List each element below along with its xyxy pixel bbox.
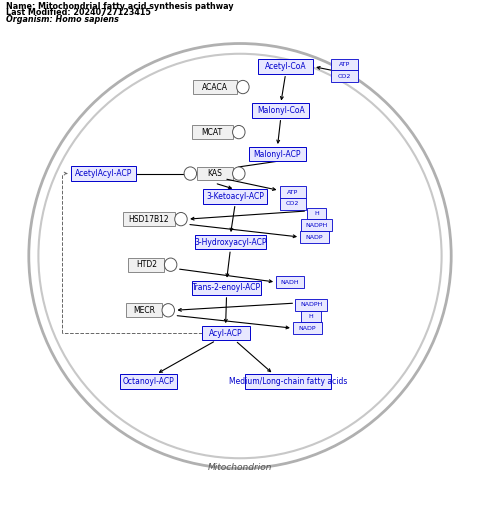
FancyBboxPatch shape xyxy=(249,147,306,161)
Text: Mitochondrion: Mitochondrion xyxy=(208,463,272,473)
Circle shape xyxy=(184,167,197,180)
Circle shape xyxy=(232,125,245,139)
Text: NADP: NADP xyxy=(306,234,323,240)
FancyBboxPatch shape xyxy=(192,281,261,295)
FancyBboxPatch shape xyxy=(120,374,177,389)
Text: H: H xyxy=(309,314,313,319)
Text: Trans-2-enoyl-ACP: Trans-2-enoyl-ACP xyxy=(192,283,261,292)
Text: Medium/Long-chain fatty acids: Medium/Long-chain fatty acids xyxy=(229,377,347,386)
Text: Last Modified: 20240727123415: Last Modified: 20240727123415 xyxy=(6,8,151,17)
FancyBboxPatch shape xyxy=(195,235,266,249)
FancyBboxPatch shape xyxy=(300,231,329,243)
FancyBboxPatch shape xyxy=(202,326,250,340)
FancyBboxPatch shape xyxy=(123,212,175,226)
FancyBboxPatch shape xyxy=(192,125,233,139)
Text: AcetylAcyl-ACP: AcetylAcyl-ACP xyxy=(74,169,132,178)
Text: H: H xyxy=(314,211,319,216)
FancyBboxPatch shape xyxy=(279,198,306,210)
Text: Name: Mitochondrial fatty acid synthesis pathway: Name: Mitochondrial fatty acid synthesis… xyxy=(6,2,233,11)
Text: CO2: CO2 xyxy=(286,201,300,206)
Circle shape xyxy=(162,304,175,317)
Circle shape xyxy=(237,80,249,94)
Text: 3-Ketoacyl-ACP: 3-Ketoacyl-ACP xyxy=(206,192,264,201)
Text: ATP: ATP xyxy=(287,189,299,195)
Text: CO2: CO2 xyxy=(338,74,351,79)
FancyBboxPatch shape xyxy=(295,298,327,310)
FancyBboxPatch shape xyxy=(331,70,358,82)
Text: NADP: NADP xyxy=(299,326,316,331)
FancyBboxPatch shape xyxy=(276,276,304,288)
FancyBboxPatch shape xyxy=(245,374,331,389)
FancyBboxPatch shape xyxy=(331,58,358,70)
Text: Malonyl-CoA: Malonyl-CoA xyxy=(257,106,305,115)
Text: 3-Hydroxyacyl-ACP: 3-Hydroxyacyl-ACP xyxy=(194,238,267,247)
FancyBboxPatch shape xyxy=(307,208,326,219)
Circle shape xyxy=(232,167,245,180)
Text: Acyl-ACP: Acyl-ACP xyxy=(209,329,242,338)
Circle shape xyxy=(164,258,177,271)
Text: Octanoyl-ACP: Octanoyl-ACP xyxy=(123,377,175,386)
Text: Organism: Homo sapiens: Organism: Homo sapiens xyxy=(6,15,119,24)
FancyBboxPatch shape xyxy=(197,166,233,180)
Text: KAS: KAS xyxy=(207,169,222,178)
Text: Malonyl-ACP: Malonyl-ACP xyxy=(254,150,301,159)
FancyBboxPatch shape xyxy=(193,80,237,94)
Text: NADH: NADH xyxy=(281,280,299,285)
Text: HSD17B12: HSD17B12 xyxy=(129,215,169,224)
FancyBboxPatch shape xyxy=(301,310,321,323)
FancyBboxPatch shape xyxy=(258,59,313,74)
FancyBboxPatch shape xyxy=(279,186,306,198)
Circle shape xyxy=(175,212,187,226)
FancyBboxPatch shape xyxy=(129,258,164,271)
FancyBboxPatch shape xyxy=(293,323,322,334)
FancyBboxPatch shape xyxy=(204,189,267,204)
Text: Acetyl-CoA: Acetyl-CoA xyxy=(265,62,306,71)
Text: HTD2: HTD2 xyxy=(136,260,157,269)
Text: NADPH: NADPH xyxy=(306,223,328,228)
FancyBboxPatch shape xyxy=(126,303,162,317)
Text: MCAT: MCAT xyxy=(202,127,223,137)
Text: ACACA: ACACA xyxy=(202,82,228,92)
Text: ATP: ATP xyxy=(339,62,350,67)
Text: MECR: MECR xyxy=(133,306,155,315)
FancyBboxPatch shape xyxy=(71,166,135,181)
FancyBboxPatch shape xyxy=(301,219,333,231)
Text: NADPH: NADPH xyxy=(300,302,322,307)
FancyBboxPatch shape xyxy=(252,103,309,118)
